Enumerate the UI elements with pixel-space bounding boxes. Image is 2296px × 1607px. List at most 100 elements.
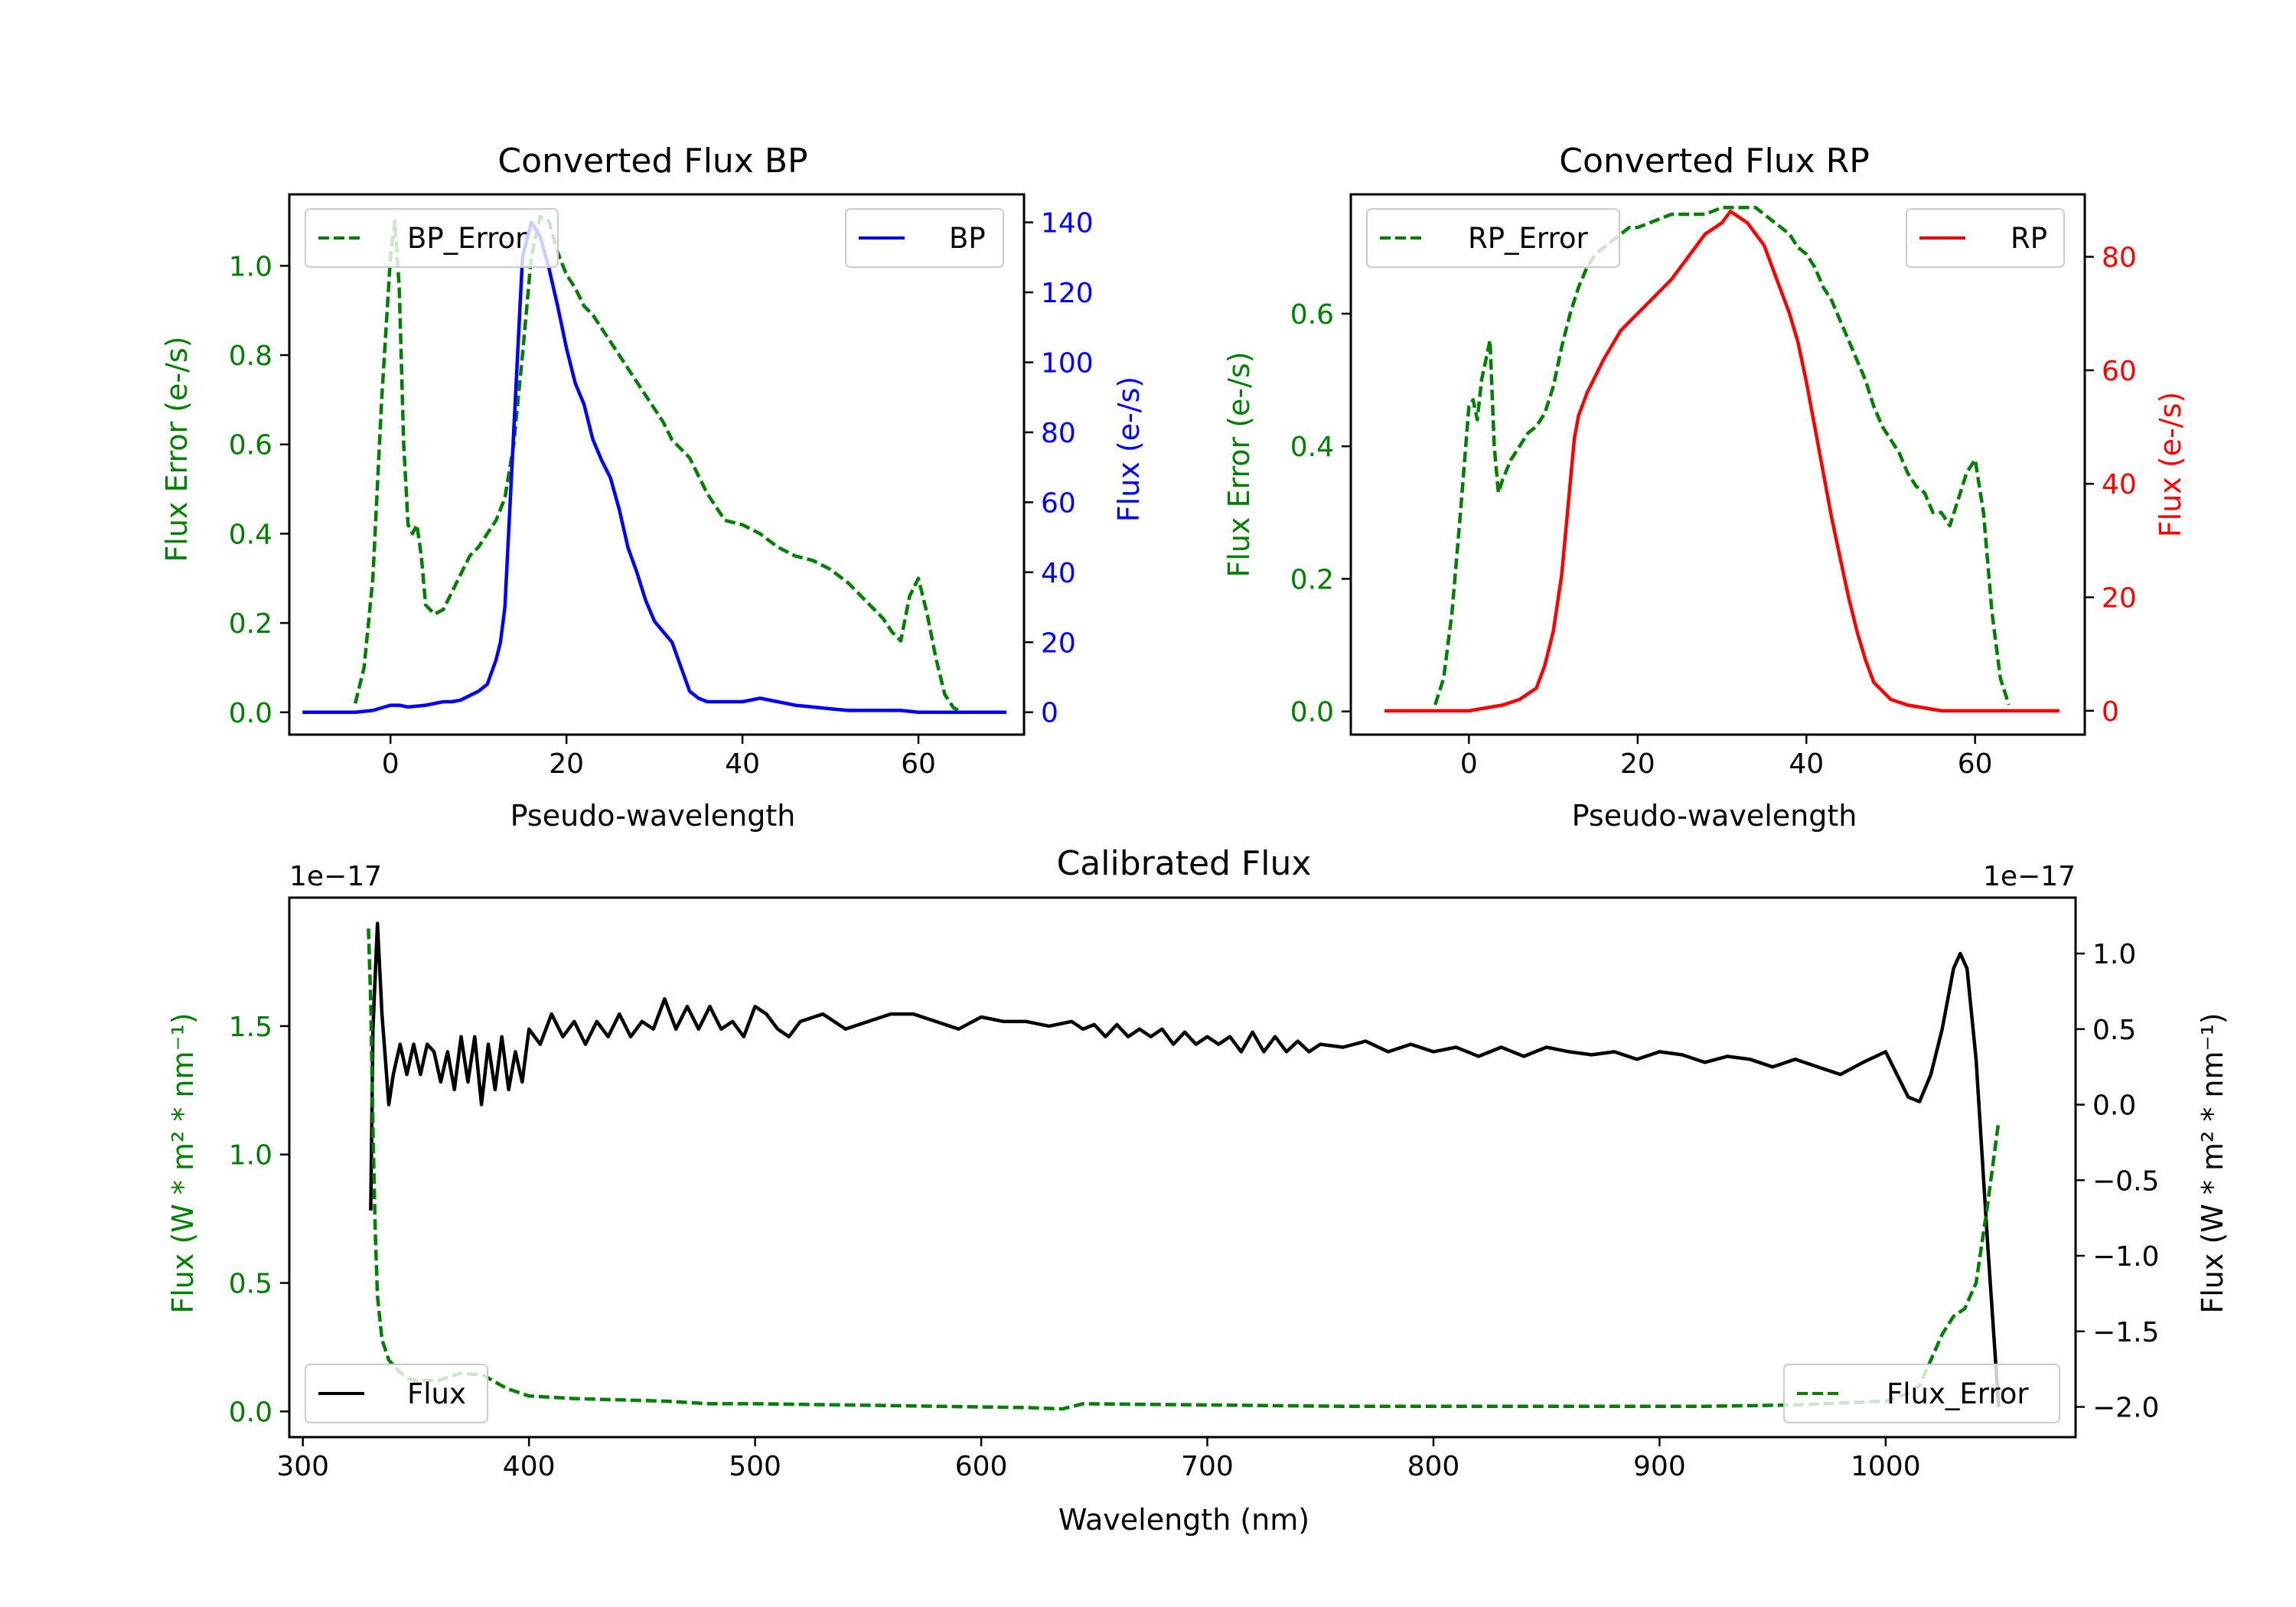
calibrated-legend-left: Flux <box>305 1364 488 1423</box>
series-line-bp-error <box>354 214 971 715</box>
calibrated-legend-error-label: Flux_Error <box>1887 1377 2029 1410</box>
right-tick-label: 0 <box>2102 696 2119 728</box>
right-tick-label: 40 <box>2102 469 2137 500</box>
left-tick-label: 0.0 <box>229 1397 272 1428</box>
right-tick-label: 0 <box>1041 698 1058 729</box>
calibrated-chart: Calibrated Flux Wavelength (nm) Flux (W … <box>166 844 2229 1537</box>
right-tick-label: 120 <box>1041 278 1094 309</box>
series-line-rp-error <box>1433 206 2011 706</box>
calibrated-legend-flux-label: Flux <box>407 1377 466 1410</box>
rp-x-axis-label: Pseudo-wavelength <box>1572 799 1857 833</box>
right-tick-label: 60 <box>1041 487 1076 519</box>
right-tick-label: −2.0 <box>2092 1393 2159 1424</box>
right-tick-label: 20 <box>1041 627 1076 659</box>
x-tick-label: 0 <box>1460 748 1478 780</box>
calibrated-legend-right-box <box>1783 1364 2060 1423</box>
calibrated-x-axis-label: Wavelength (nm) <box>1058 1503 1309 1537</box>
left-tick-label: 0.2 <box>1290 564 1334 595</box>
left-tick-label: 1.5 <box>229 1012 272 1043</box>
x-tick-label: 60 <box>1958 748 1993 780</box>
rp-series <box>1384 206 2060 713</box>
left-tick-label: 0.8 <box>229 341 272 372</box>
rp-right-axis-label: Flux (e-/s) <box>2154 392 2187 537</box>
bp-legend-left: BP_Error <box>305 208 559 268</box>
bp-right-axis-label: Flux (e-/s) <box>1112 376 1146 522</box>
right-tick-label: 40 <box>1041 558 1076 589</box>
right-tick-label: −1.0 <box>2092 1241 2159 1273</box>
calibrated-right-ticks: −2.0 −1.5 −1.0 −0.5 0.0 0.5 1.0 <box>2076 939 2159 1424</box>
x-tick-label: 1000 <box>1851 1451 1921 1482</box>
calibrated-right-axis-label: Flux (W * m² * nm⁻¹) <box>2196 1012 2229 1313</box>
rp-plot-frame <box>1349 193 2086 736</box>
rp-x-ticks: 0 20 40 60 <box>1460 735 1993 780</box>
bp-chart-title: Converted Flux BP <box>497 142 807 181</box>
rp-legend-right: RP <box>1906 208 2065 268</box>
left-tick-label: 1.0 <box>229 251 272 282</box>
series-line-flux <box>369 921 2001 1407</box>
x-tick-label: 400 <box>503 1451 556 1482</box>
rp-legend-error-label: RP_Error <box>1468 222 1588 255</box>
right-tick-label: 100 <box>1041 347 1094 379</box>
x-tick-label: 60 <box>901 748 936 780</box>
calibrated-left-offset: 1e−17 <box>289 861 382 892</box>
left-tick-label: 0.0 <box>229 698 272 729</box>
rp-chart: Converted Flux RP Pseudo-wavelength Flux… <box>1222 142 2187 833</box>
right-tick-label: 60 <box>2102 356 2137 387</box>
x-tick-label: 20 <box>549 748 584 780</box>
rp-left-axis-label: Flux Error (e-/s) <box>1222 351 1256 577</box>
bp-legend-left-box <box>305 208 559 268</box>
series-line-bp <box>302 220 1006 714</box>
x-tick-label: 700 <box>1181 1451 1234 1482</box>
bp-legend-right-box <box>845 208 1004 268</box>
x-tick-label: 800 <box>1407 1451 1460 1482</box>
left-tick-label: 0.2 <box>229 608 272 640</box>
x-tick-label: 40 <box>1789 748 1824 780</box>
calibrated-plot-frame <box>288 896 2077 1439</box>
bp-legend-error-label: BP_Error <box>407 222 527 255</box>
x-tick-label: 40 <box>725 748 760 780</box>
bp-left-axis-label: Flux Error (e-/s) <box>160 336 194 562</box>
x-tick-label: 900 <box>1633 1451 1686 1482</box>
series-line-rp <box>1384 209 2060 713</box>
x-tick-label: 0 <box>382 748 400 780</box>
left-tick-label: 0.0 <box>1290 697 1334 729</box>
rp-legend-right-box <box>1906 208 2065 268</box>
right-tick-label: −0.5 <box>2092 1165 2159 1197</box>
left-tick-label: 0.4 <box>229 519 272 550</box>
rp-legend-left-box <box>1366 208 1620 268</box>
right-tick-label: 80 <box>2102 243 2137 274</box>
bp-right-ticks: 0 20 40 60 80 100 120 140 <box>1024 208 1094 729</box>
bp-legend-flux-label: BP <box>949 222 986 255</box>
bp-x-axis-label: Pseudo-wavelength <box>510 799 796 833</box>
rp-legend-left: RP_Error <box>1366 208 1620 268</box>
left-tick-label: 1.0 <box>229 1140 272 1172</box>
right-tick-label: 80 <box>1041 418 1076 449</box>
calibrated-chart-title: Calibrated Flux <box>1057 844 1312 883</box>
calibrated-legend-right: Flux_Error <box>1783 1364 2060 1423</box>
bp-plot-frame <box>288 193 1026 736</box>
right-tick-label: 1.0 <box>2092 939 2136 970</box>
rp-right-ticks: 0 20 40 60 80 <box>2085 243 2137 728</box>
right-tick-label: 140 <box>1041 208 1094 240</box>
bp-series <box>302 214 1006 715</box>
bp-left-ticks: 0.0 0.2 0.4 0.6 0.8 1.0 <box>229 251 289 729</box>
x-tick-label: 500 <box>729 1451 781 1482</box>
x-tick-label: 20 <box>1620 748 1655 780</box>
calibrated-left-axis-label: Flux (W * m² * nm⁻¹) <box>166 1012 200 1313</box>
right-tick-label: 0.0 <box>2092 1090 2136 1122</box>
bp-legend-right: BP <box>845 208 1004 268</box>
x-tick-label: 300 <box>276 1451 329 1482</box>
calibrated-legend-left-box <box>305 1364 488 1423</box>
left-tick-label: 0.5 <box>229 1269 272 1300</box>
left-tick-label: 0.4 <box>1290 432 1334 463</box>
calibrated-left-ticks: 0.0 0.5 1.0 1.5 <box>229 1012 289 1428</box>
x-tick-label: 600 <box>955 1451 1008 1482</box>
rp-chart-title: Converted Flux RP <box>1559 142 1870 181</box>
left-tick-label: 0.6 <box>1290 299 1334 331</box>
rp-legend-flux-label: RP <box>2011 222 2047 255</box>
right-tick-label: −1.5 <box>2092 1317 2159 1348</box>
calibrated-right-offset: 1e−17 <box>1983 861 2076 892</box>
right-tick-label: 0.5 <box>2092 1015 2136 1046</box>
calibrated-x-ticks: 300 400 500 600 700 800 900 1000 <box>276 1437 1921 1482</box>
